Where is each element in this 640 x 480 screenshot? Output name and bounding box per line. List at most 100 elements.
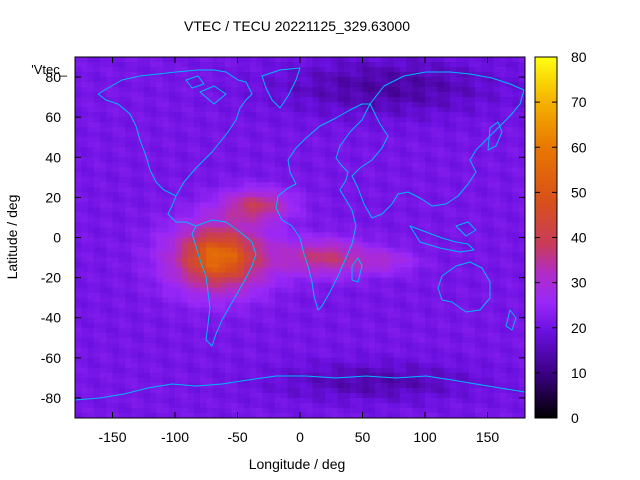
heat-cell: [112, 82, 120, 88]
heat-cell: [337, 247, 345, 254]
heat-cell: [81, 187, 89, 193]
heat-cell: [81, 367, 89, 374]
heat-cell: [131, 192, 139, 198]
heat-cell: [306, 102, 314, 108]
heat-cell: [143, 192, 151, 198]
heat-cell: [368, 57, 376, 63]
heat-cell: [75, 97, 82, 103]
heat-cell: [143, 132, 151, 138]
heat-cell: [331, 237, 339, 244]
heat-cell: [100, 377, 107, 384]
heat-cell: [456, 302, 464, 309]
heat-cell: [487, 352, 495, 359]
heat-cell: [400, 212, 407, 219]
heat-cell: [437, 282, 445, 289]
heat-cell: [125, 332, 132, 339]
heat-cell: [225, 352, 232, 359]
heat-cell: [475, 297, 482, 304]
heat-cell: [100, 227, 107, 234]
heat-cell: [387, 302, 395, 309]
heat-cell: [187, 257, 195, 264]
heat-cell: [325, 72, 332, 78]
heat-cell: [512, 162, 520, 168]
heat-cell: [337, 197, 345, 203]
heat-cell: [350, 127, 357, 133]
heat-cell: [143, 137, 151, 143]
heat-cell: [356, 62, 364, 68]
heat-cell: [468, 307, 476, 314]
heat-cell: [268, 197, 276, 203]
heat-cell: [118, 187, 126, 193]
heat-cell: [262, 347, 270, 354]
heat-cell: [281, 97, 289, 103]
heat-cell: [137, 312, 145, 319]
heat-cell: [425, 112, 432, 118]
heat-cell: [518, 227, 525, 234]
heat-cell: [375, 262, 382, 269]
heat-cell: [281, 202, 289, 209]
heat-cell: [125, 127, 132, 133]
heat-cell: [518, 167, 525, 173]
heat-cell: [500, 112, 507, 118]
heat-cell: [487, 97, 495, 103]
heat-cell: [218, 142, 226, 148]
heat-cell: [312, 382, 320, 389]
heat-cell: [418, 242, 426, 249]
heat-cell: [187, 292, 195, 299]
heat-cell: [156, 72, 164, 78]
heat-cell: [212, 297, 220, 304]
heat-cell: [168, 137, 176, 143]
heat-cell: [462, 112, 470, 118]
heat-cell: [468, 257, 476, 264]
heat-cell: [331, 212, 339, 219]
heat-cell: [443, 242, 451, 249]
heat-cell: [375, 77, 382, 83]
heat-cell: [481, 77, 489, 83]
heat-cell: [518, 257, 525, 264]
heat-cell: [306, 57, 314, 63]
heat-cell: [75, 207, 82, 214]
heat-cell: [500, 202, 507, 209]
heat-cell: [175, 347, 182, 354]
heat-cell: [225, 202, 232, 209]
heat-cell: [137, 227, 145, 234]
heat-cell: [231, 337, 239, 344]
heat-cell: [256, 292, 264, 299]
heat-cell: [487, 82, 495, 88]
heat-cell: [181, 367, 189, 374]
heat-cell: [206, 102, 214, 108]
heat-cell: [168, 257, 176, 264]
heat-cell: [75, 352, 82, 359]
heat-cell: [493, 112, 501, 118]
heat-cell: [487, 357, 495, 364]
heat-cell: [262, 127, 270, 133]
heat-cell: [293, 337, 301, 344]
heat-cell: [412, 142, 420, 148]
heat-cell: [325, 272, 332, 279]
heat-cell: [237, 177, 245, 183]
heat-cell: [137, 187, 145, 193]
heat-cell: [487, 72, 495, 78]
heat-cell: [381, 97, 389, 103]
heat-cell: [112, 142, 120, 148]
heat-cell: [212, 132, 220, 138]
heat-cell: [175, 162, 182, 168]
heat-cell: [256, 282, 264, 289]
heat-cell: [125, 92, 132, 98]
heat-cell: [118, 112, 126, 118]
heat-cell: [318, 282, 326, 289]
heat-cell: [475, 152, 482, 158]
heat-cell: [100, 82, 107, 88]
heat-cell: [275, 287, 282, 294]
heat-cell: [481, 117, 489, 123]
heat-cell: [431, 147, 439, 153]
heat-cell: [118, 307, 126, 314]
heat-cell: [212, 182, 220, 188]
heat-cell: [425, 82, 432, 88]
heat-cell: [387, 197, 395, 203]
heat-cell: [125, 247, 132, 254]
heat-cell: [368, 312, 376, 319]
heat-cell: [518, 137, 525, 143]
heat-cell: [112, 227, 120, 234]
heat-cell: [150, 102, 157, 108]
